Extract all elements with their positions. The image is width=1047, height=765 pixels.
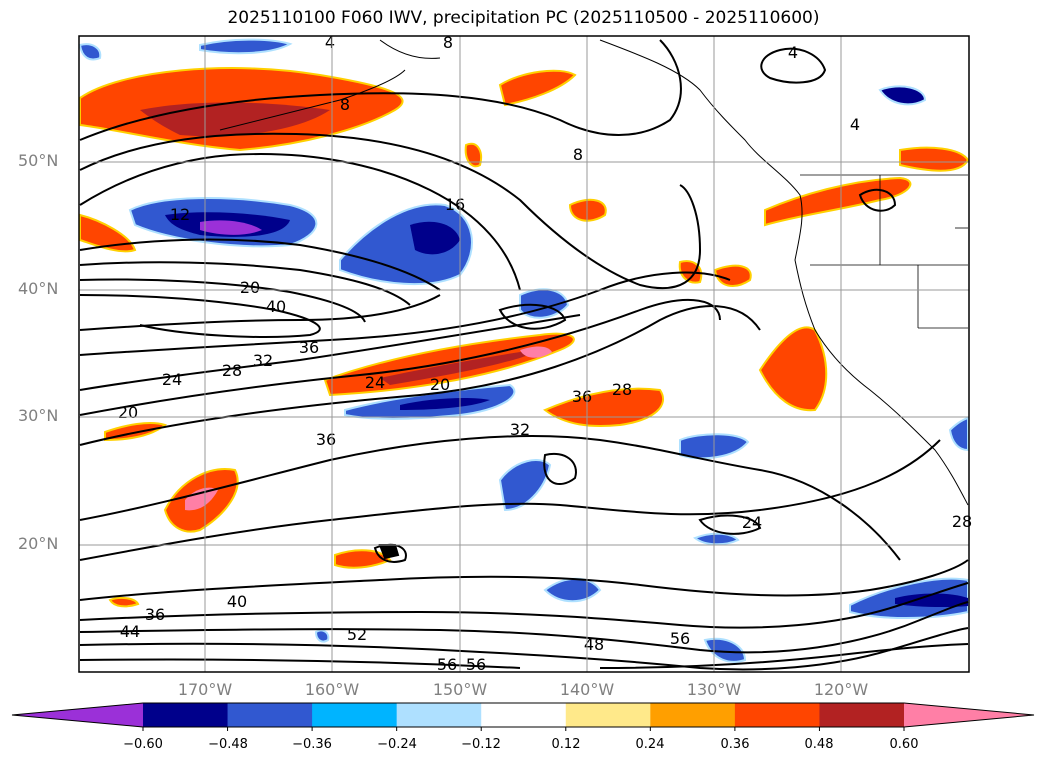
contour-label: 12: [170, 205, 190, 224]
colorbar-segment: [650, 703, 736, 727]
colorbar-segment: [734, 703, 820, 727]
colorbar-tick: −0.36: [292, 737, 332, 752]
colorbar-segment: [143, 703, 229, 727]
colorbar-segment: [904, 703, 1034, 727]
contour-label: 24: [162, 370, 182, 389]
contour-label: 8: [573, 145, 583, 164]
contour-label: 20: [118, 403, 138, 422]
contour-label: 20: [430, 375, 450, 394]
map-title: 2025110100 F060 IWV, precipitation PC (2…: [227, 8, 820, 28]
contour-label: 32: [253, 351, 273, 370]
contour-label: 40: [266, 297, 286, 316]
colorbar: [11, 702, 1035, 731]
lon-label-160w: 160°W: [304, 680, 360, 699]
contour-label: 8: [443, 33, 453, 52]
contour-label: 28: [612, 380, 632, 399]
lat-label-30n: 30°N: [18, 406, 59, 425]
contour-label: 48: [584, 635, 604, 654]
colorbar-segment: [819, 703, 905, 727]
lat-label-50n: 50°N: [18, 151, 59, 170]
contour-label: 20: [240, 278, 260, 297]
contour-label: 28: [222, 361, 242, 380]
iwv-contours: [79, 39, 969, 671]
contour-label: 28: [952, 512, 972, 531]
colorbar-segment: [481, 703, 567, 727]
lon-label-150w: 150°W: [432, 680, 488, 699]
colorbar-segment: [396, 703, 482, 727]
state-borders: [800, 174, 968, 329]
colorbar-segment: [565, 703, 651, 727]
contour-label: 4: [788, 43, 798, 62]
contour-label: 44: [120, 622, 140, 641]
contour-label: 8: [340, 95, 350, 114]
lon-label-140w: 140°W: [559, 680, 615, 699]
contour-label: 36: [145, 605, 165, 624]
lon-label-120w: 120°W: [813, 680, 869, 699]
contour-label: 32: [510, 420, 530, 439]
colorbar-tick: −0.48: [208, 737, 248, 752]
contour-label: 24: [742, 513, 762, 532]
contour-label: 56: [466, 655, 486, 674]
colorbar-segment: [312, 703, 398, 727]
colorbar-tick: −0.60: [123, 737, 163, 752]
colorbar-tick: 0.36: [720, 737, 750, 752]
contour-label: 4: [325, 33, 335, 52]
colorbar-segment: [12, 703, 143, 727]
contour-label: 40: [227, 592, 247, 611]
lon-label-170w: 170°W: [177, 680, 233, 699]
contour-label: 36: [299, 338, 319, 357]
precip-negative-areas: [78, 38, 969, 663]
contour-label: 16: [445, 195, 465, 214]
lat-label-20n: 20°N: [18, 534, 59, 553]
coastline: [219, 39, 969, 506]
colorbar-tick: 0.60: [889, 737, 919, 752]
graticule: [79, 36, 969, 672]
contour-label: 56: [437, 655, 457, 674]
colorbar-tick: 0.12: [551, 737, 581, 752]
contour-label: 36: [316, 430, 336, 449]
lon-label-130w: 130°W: [686, 680, 742, 699]
contour-label: 56: [670, 629, 690, 648]
contour-label: 52: [347, 625, 367, 644]
colorbar-tick: −0.24: [377, 737, 417, 752]
lat-label-40n: 40°N: [18, 279, 59, 298]
colorbar-tick: 0.24: [635, 737, 665, 752]
colorbar-tick: 0.48: [804, 737, 834, 752]
contour-label: 36: [572, 387, 592, 406]
contour-label: 24: [365, 373, 385, 392]
contour-label: 4: [850, 115, 860, 134]
plot-frame: [78, 35, 970, 673]
colorbar-tick: −0.12: [461, 737, 501, 752]
colorbar-segment: [227, 703, 313, 727]
